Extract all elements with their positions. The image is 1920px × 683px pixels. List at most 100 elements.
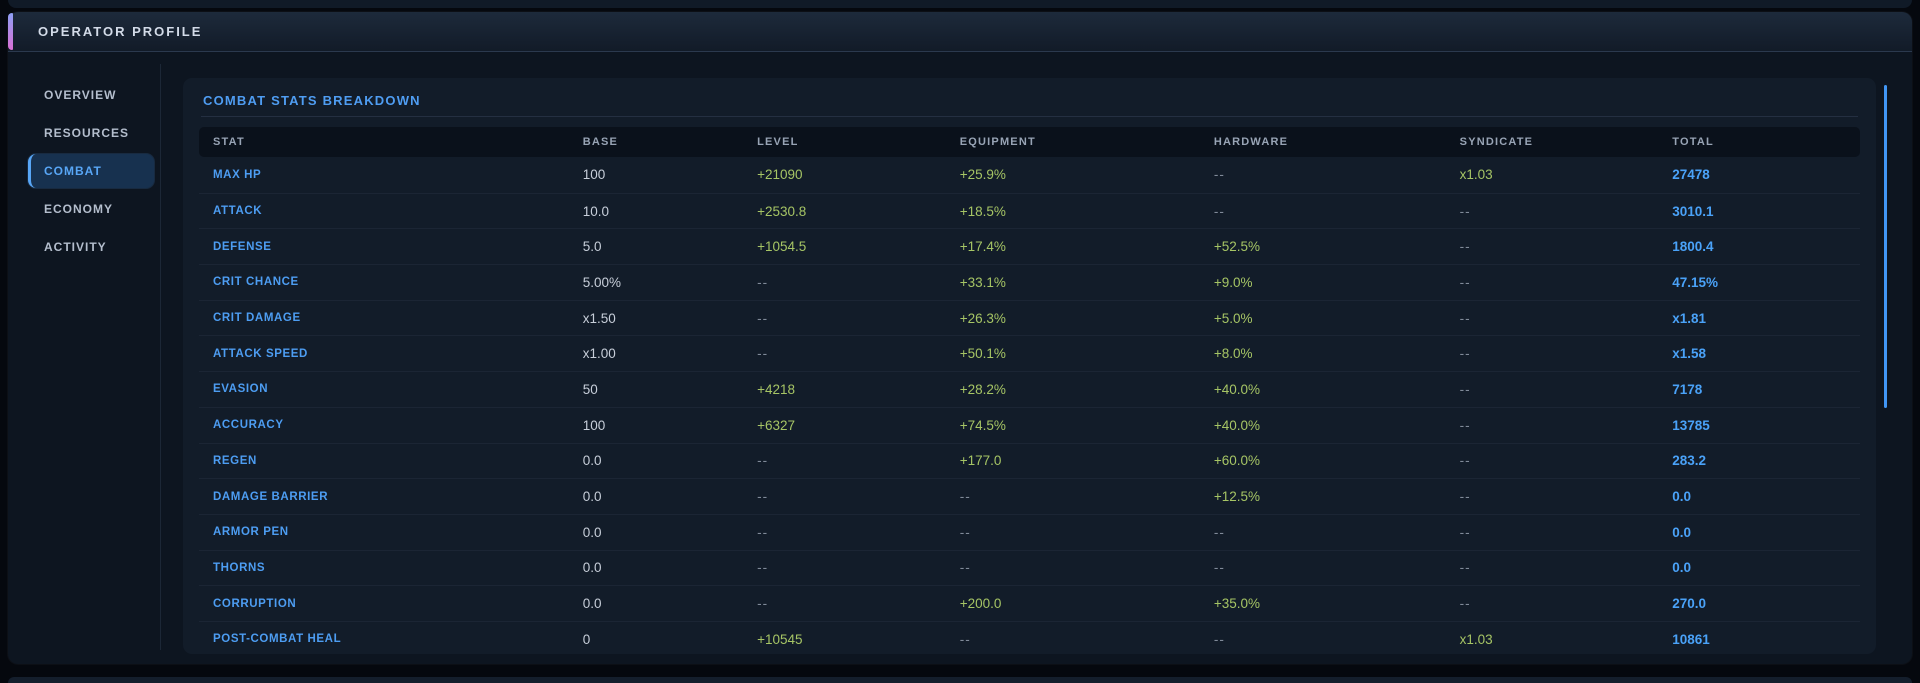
cell-total: x1.81 [1672, 310, 1707, 326]
previous-section-edge [8, 0, 1912, 8]
cell-total: 0.0 [1672, 524, 1692, 540]
cell-syndicate: -- [1459, 203, 1471, 219]
stat-name: ACCURACY [213, 419, 284, 432]
sidebar-item-resources[interactable]: RESOURCES [44, 126, 130, 140]
cell-total: 10861 [1672, 631, 1710, 647]
cell-level: -- [757, 310, 769, 326]
page-scrollbar-thumb[interactable] [1884, 85, 1887, 408]
cell-hardware: +40.0% [1213, 381, 1261, 397]
cell-syndicate: -- [1459, 346, 1471, 362]
table-row: CRIT DAMAGE x1.50 -- +26.3% +5.0% -- x1.81 [199, 299, 1860, 336]
stat-name: MAX HP [213, 168, 262, 181]
cell-hardware: -- [1213, 167, 1225, 183]
cell-total: 47.15% [1672, 274, 1719, 290]
cell-hardware: +52.5% [1213, 239, 1261, 255]
cell-level: -- [757, 596, 769, 612]
stat-name: CRIT DAMAGE [213, 312, 301, 325]
cell-equipment: +18.5% [959, 203, 1006, 219]
page-title: OPERATOR PROFILE [38, 24, 203, 39]
stat-name: POST-COMBAT HEAL [213, 633, 342, 646]
cell-hardware: +40.0% [1213, 417, 1261, 433]
table-row: REGEN 0.0 -- +177.0 +60.0% -- 283.2 [199, 442, 1860, 479]
sidebar-item-overview[interactable]: OVERVIEW [44, 88, 117, 102]
next-section-edge [8, 677, 1912, 683]
combat-stats-card: COMBAT STATS BREAKDOWN STAT BASE LEVEL EQUI… [183, 78, 1876, 654]
cell-total: 13785 [1672, 417, 1710, 433]
cell-syndicate: x1.03 [1459, 167, 1493, 183]
cell-total: 270.0 [1672, 596, 1707, 612]
column-header-hardware: HARDWARE [1213, 136, 1289, 148]
table-row: CORRUPTION 0.0 -- +200.0 +35.0% -- 270.0 [199, 585, 1860, 621]
cell-equipment: -- [959, 560, 971, 576]
cell-level: -- [757, 346, 769, 362]
cell-hardware: -- [1213, 631, 1225, 647]
cell-base: 5.0 [582, 239, 602, 255]
cell-equipment: -- [959, 489, 971, 505]
cell-level: -- [757, 274, 769, 290]
cell-total: 283.2 [1672, 453, 1707, 469]
cell-total: 27478 [1672, 167, 1710, 183]
cell-level: -- [757, 524, 769, 540]
table-row: POST-COMBAT HEAL 0 +10545 -- -- x1.03 10861 [199, 620, 1860, 657]
header-accent-bar [8, 13, 13, 50]
table-body: MAX HP 100 +21090 +25.9% -- x1.03 27478 ATTACK 1… [199, 157, 1860, 657]
cell-level: +6327 [757, 417, 795, 433]
cell-syndicate: x1.03 [1459, 631, 1493, 647]
stat-name: CRIT CHANCE [213, 276, 299, 289]
cell-syndicate: -- [1459, 239, 1471, 255]
table-row: ACCURACY 100 +6327 +74.5% +40.0% -- 13785 [199, 406, 1860, 443]
cell-hardware: +8.0% [1213, 346, 1253, 362]
cell-total: x1.58 [1672, 346, 1707, 362]
cell-total: 7178 [1672, 381, 1703, 397]
cell-level: -- [757, 453, 769, 469]
cell-level: +4218 [757, 381, 795, 397]
cell-total: 1800.4 [1672, 239, 1714, 255]
cell-hardware: -- [1213, 203, 1225, 219]
operator-profile-window: OPERATOR PROFILE OVERVIEW RESOURCES COMBAT… [8, 12, 1912, 664]
sidebar-item-activity[interactable]: ACTIVITY [44, 240, 107, 254]
stat-name: DEFENSE [213, 240, 272, 253]
cell-equipment: +74.5% [959, 417, 1006, 433]
sidebar: OVERVIEW RESOURCES COMBAT ECONOMY ACTIVITY [28, 82, 154, 272]
stat-name: CORRUPTION [213, 597, 297, 610]
column-header-equipment: EQUIPMENT [959, 136, 1036, 148]
table-row: EVASION 50 +4218 +28.2% +40.0% -- 7178 [199, 371, 1860, 407]
cell-base: 0.0 [582, 489, 602, 505]
sidebar-item-economy[interactable]: ECONOMY [44, 202, 114, 216]
cell-equipment: +200.0 [959, 596, 1002, 612]
cell-total: 0.0 [1672, 560, 1692, 576]
cell-equipment: +50.1% [959, 346, 1006, 362]
cell-syndicate: -- [1459, 381, 1471, 397]
cell-base: 0.0 [582, 524, 602, 540]
cell-hardware: +60.0% [1213, 453, 1261, 469]
cell-equipment: -- [959, 524, 971, 540]
stat-name: ATTACK [213, 205, 263, 218]
card-title-rule [201, 116, 1858, 117]
cell-syndicate: -- [1459, 453, 1471, 469]
stat-name: EVASION [213, 383, 269, 396]
cell-hardware: +35.0% [1213, 596, 1261, 612]
cell-hardware: +12.5% [1213, 489, 1261, 505]
column-header-syndicate: SYNDICATE [1459, 136, 1534, 148]
cell-base: 100 [582, 167, 606, 183]
cell-total: 0.0 [1672, 489, 1692, 505]
cell-level: +1054.5 [757, 239, 807, 255]
column-header-stat: STAT [213, 136, 245, 148]
cell-equipment: +33.1% [959, 274, 1006, 290]
sidebar-item-combat[interactable]: COMBAT [28, 154, 154, 188]
cell-equipment: +25.9% [959, 167, 1006, 183]
table-row: DEFENSE 5.0 +1054.5 +17.4% +52.5% -- 1800.4 [199, 228, 1860, 264]
cell-hardware: -- [1213, 560, 1225, 576]
column-header-total: TOTAL [1672, 136, 1714, 148]
cell-level: -- [757, 560, 769, 576]
table-row: THORNS 0.0 -- -- -- -- 0.0 [199, 549, 1860, 586]
cell-syndicate: -- [1459, 596, 1471, 612]
cell-level: +2530.8 [757, 203, 807, 219]
column-header-level: LEVEL [757, 136, 799, 148]
cell-syndicate: -- [1459, 417, 1471, 433]
window-header: OPERATOR PROFILE [8, 12, 1912, 52]
cell-base: 0.0 [582, 453, 602, 469]
stat-name: REGEN [213, 454, 257, 467]
cell-hardware: +5.0% [1213, 310, 1253, 326]
